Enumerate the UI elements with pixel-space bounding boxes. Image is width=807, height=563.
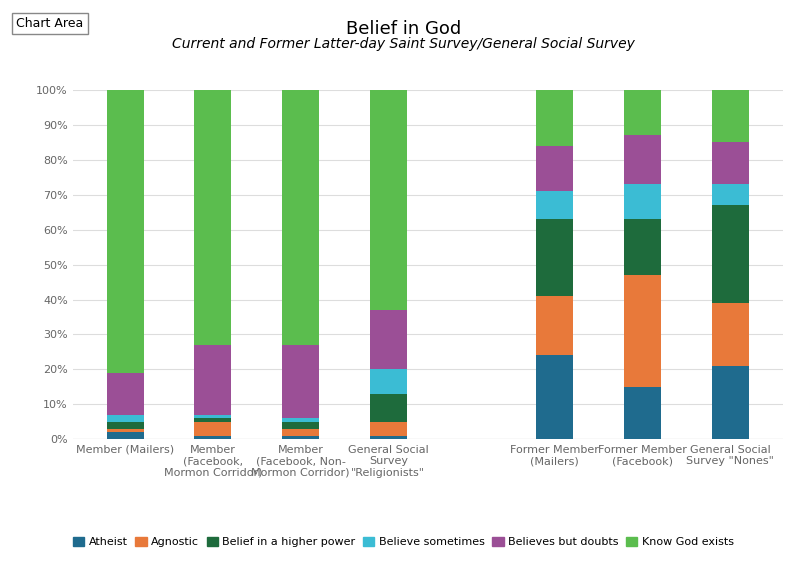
Bar xyxy=(537,219,573,296)
Bar xyxy=(712,184,749,205)
Bar xyxy=(537,296,573,355)
Bar xyxy=(107,428,144,432)
Bar xyxy=(370,436,407,439)
Bar xyxy=(370,90,407,310)
Bar xyxy=(194,422,232,436)
Bar xyxy=(537,191,573,219)
Bar xyxy=(107,373,144,415)
Bar xyxy=(537,355,573,439)
Bar xyxy=(712,90,749,142)
Legend: Atheist, Agnostic, Belief in a higher power, Believe sometimes, Believes but dou: Atheist, Agnostic, Belief in a higher po… xyxy=(69,533,738,552)
Bar xyxy=(282,436,319,439)
Bar xyxy=(194,436,232,439)
Bar xyxy=(712,142,749,184)
Bar xyxy=(107,415,144,422)
Text: Belief in God: Belief in God xyxy=(346,20,461,38)
Bar xyxy=(107,422,144,428)
Bar xyxy=(624,275,661,387)
Bar xyxy=(282,90,319,345)
Bar xyxy=(107,432,144,439)
Bar xyxy=(624,184,661,219)
Bar xyxy=(282,422,319,428)
Bar xyxy=(194,415,232,418)
Text: Chart Area: Chart Area xyxy=(16,17,83,30)
Bar xyxy=(370,422,407,436)
Bar xyxy=(712,366,749,439)
Bar xyxy=(370,394,407,422)
Bar xyxy=(537,90,573,146)
Bar xyxy=(624,136,661,184)
Bar xyxy=(537,146,573,191)
Bar xyxy=(194,345,232,415)
Bar xyxy=(282,418,319,422)
Bar xyxy=(370,369,407,394)
Text: Current and Former Latter-day Saint Survey/General Social Survey: Current and Former Latter-day Saint Surv… xyxy=(172,37,635,51)
Bar xyxy=(107,90,144,373)
Bar xyxy=(624,387,661,439)
Bar xyxy=(712,303,749,366)
Bar xyxy=(624,90,661,136)
Bar xyxy=(282,345,319,418)
Bar xyxy=(282,428,319,436)
Bar xyxy=(370,310,407,369)
Bar xyxy=(194,90,232,345)
Bar xyxy=(624,219,661,275)
Bar xyxy=(712,205,749,303)
Bar xyxy=(194,418,232,422)
